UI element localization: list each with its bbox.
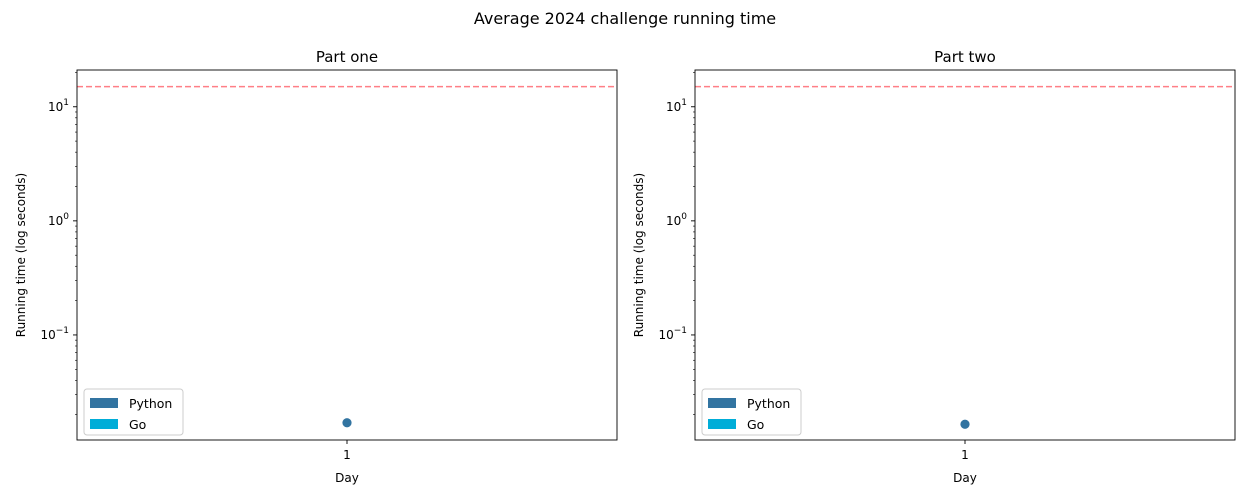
legend-swatch-python [90, 398, 118, 408]
figure-suptitle: Average 2024 challenge running time [474, 9, 776, 28]
y-tick-label-base: 10 [666, 100, 681, 114]
y-tick-label-base: 10 [48, 214, 63, 228]
x-axis-label: Day [335, 471, 359, 485]
legend-swatch-python [708, 398, 736, 408]
plot-frame [76, 69, 618, 441]
y-tick-label-base: 10 [666, 214, 681, 228]
y-tick-label-exponent: −1 [674, 326, 687, 336]
y-axis-label: Running time (log seconds) [632, 173, 646, 337]
plot-frame [694, 69, 1236, 441]
y-tick-label-exponent: 1 [681, 98, 687, 108]
x-tick-label: 1 [343, 448, 351, 462]
y-tick-label-base: 10 [40, 328, 55, 342]
legend-swatch-go [90, 419, 118, 429]
legend-label-go: Go [129, 417, 146, 432]
x-tick-label: 1 [961, 448, 969, 462]
y-axis-label: Running time (log seconds) [14, 173, 28, 337]
y-tick-label-base: 10 [48, 100, 63, 114]
legend-label-python: Python [747, 396, 790, 411]
y-tick-label: 101 [666, 98, 687, 114]
data-point-python [960, 419, 970, 429]
legend-swatch-go [708, 419, 736, 429]
legend: Python Go [83, 388, 184, 436]
y-tick-label: 10−1 [40, 326, 69, 342]
y-tick-label: 10−1 [658, 326, 687, 342]
legend-label-go: Go [747, 417, 764, 432]
legend-label-python: Python [129, 396, 172, 411]
y-tick-label: 100 [666, 212, 687, 228]
y-tick-label-exponent: 1 [63, 98, 69, 108]
y-tick-label-exponent: 0 [63, 212, 69, 222]
data-point-python [342, 418, 352, 428]
panel-title: Part two [934, 48, 996, 66]
y-tick-label: 101 [48, 98, 69, 114]
x-axis-label: Day [953, 471, 977, 485]
panel-title: Part one [316, 48, 378, 66]
y-tick-label-exponent: −1 [56, 326, 69, 336]
y-tick-label: 100 [48, 212, 69, 228]
y-tick-label-base: 10 [658, 328, 673, 342]
legend: Python Go [701, 388, 802, 436]
y-tick-label-exponent: 0 [681, 212, 687, 222]
